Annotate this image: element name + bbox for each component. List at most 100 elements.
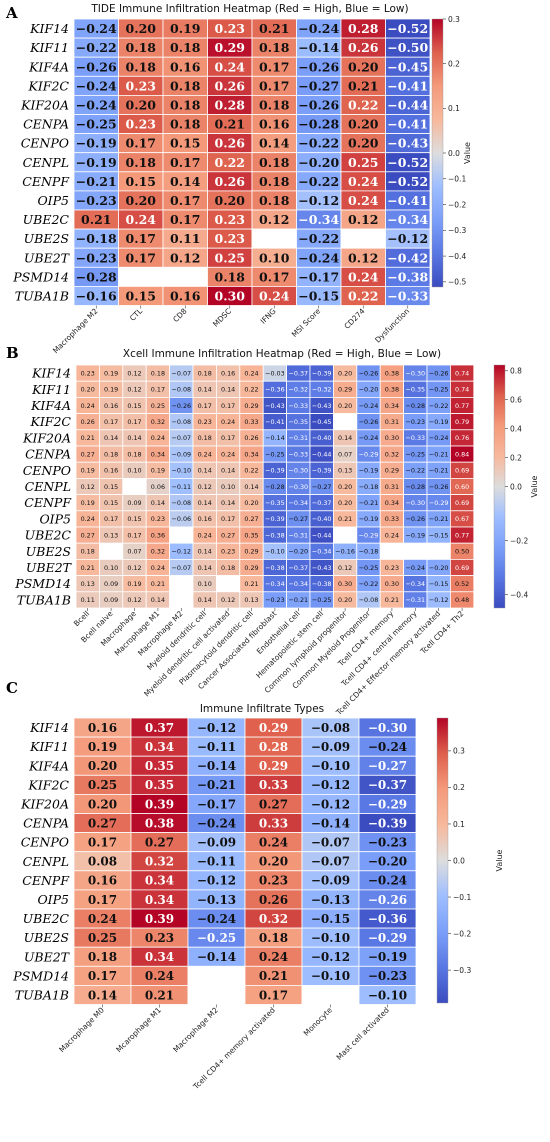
cell-value-label: 0.34 — [385, 402, 399, 410]
cell-value-label: 0.21 — [81, 212, 111, 227]
cell-value-label: 0.26 — [215, 174, 246, 189]
cell-value-label: −0.10 — [265, 548, 285, 556]
cell-value-label: −0.20 — [429, 564, 449, 572]
row-label: KIF11 — [31, 382, 71, 397]
cell-value-label: 0.30 — [385, 434, 399, 442]
cell-value-label: 0.20 — [244, 499, 258, 507]
cell-value-label: 0.20 — [338, 499, 352, 507]
cell-value-label: −0.37 — [289, 369, 309, 377]
row-label: KIF2C — [28, 78, 70, 93]
cell-value-label: 0.30 — [385, 580, 399, 588]
cell-value-label: −0.43 — [265, 402, 285, 410]
cell-value-label: 0.24 — [348, 174, 379, 189]
cell-value-label: 0.48 — [455, 596, 469, 604]
cell-value-label: 0.21 — [215, 117, 245, 132]
cell-value-label: 0.22 — [244, 386, 258, 394]
cell-value-label: 0.27 — [88, 816, 117, 830]
colorbar-tick-label: −0.2 — [510, 536, 528, 545]
row-label: UBE2T — [26, 560, 73, 575]
cell-value-label: 0.12 — [81, 483, 95, 491]
cell-value-label: 0.20 — [126, 193, 157, 208]
heatmap-cell-empty — [403, 542, 428, 560]
cell-value-label: −0.32 — [289, 386, 309, 394]
cell-value-label: 0.13 — [104, 531, 118, 539]
cell-value-label: −0.30 — [406, 499, 426, 507]
cell-value-label: 0.14 — [244, 483, 258, 491]
cell-value-label: 0.12 — [338, 564, 352, 572]
cell-value-label: −0.26 — [172, 402, 192, 410]
cell-value-label: −0.24 — [406, 564, 426, 572]
cell-value-label: 0.22 — [244, 467, 258, 475]
cell-value-label: −0.28 — [298, 117, 339, 132]
cell-value-label: 0.18 — [198, 369, 212, 377]
cell-value-label: −0.24 — [359, 434, 379, 442]
colorbar-tick-label: 0.4 — [510, 424, 522, 433]
cell-value-label: 0.10 — [221, 483, 235, 491]
cell-value-label: −0.23 — [406, 418, 426, 426]
heatmap-cell-empty — [187, 965, 246, 986]
cell-value-label: −0.23 — [76, 250, 117, 265]
cell-value-label: 0.14 — [221, 499, 235, 507]
cell-value-label: 0.24 — [215, 59, 246, 74]
cell-value-label: −0.07 — [172, 369, 192, 377]
cell-value-label: −0.22 — [429, 402, 449, 410]
row-label: CENPO — [23, 463, 71, 478]
colorbar — [431, 18, 444, 288]
cell-value-label: −0.44 — [387, 97, 428, 112]
cell-value-label: 0.12 — [221, 596, 235, 604]
cell-value-label: −0.21 — [197, 778, 236, 792]
cell-value-label: −0.30 — [368, 721, 407, 735]
cell-value-label: −0.41 — [387, 78, 428, 93]
row-label: CENPO — [21, 136, 69, 151]
cell-value-label: 0.33 — [244, 418, 258, 426]
row-label: CENPA — [23, 816, 69, 831]
heatmap-panel-a: A TIDE Immune Infiltration Heatmap (Red =… — [5, 3, 472, 355]
heatmap-cell-empty — [340, 228, 386, 249]
column-label: Tcell CD4+ Th2 — [418, 609, 466, 657]
cell-value-label: 0.18 — [259, 174, 290, 189]
cell-value-label: −0.11 — [172, 483, 192, 491]
cell-value-label: −0.08 — [172, 386, 192, 394]
row-label: CENPF — [24, 495, 72, 510]
cell-value-label: −0.12 — [197, 874, 236, 888]
cell-value-label: −0.41 — [265, 418, 285, 426]
cell-value-label: −0.39 — [368, 816, 407, 830]
cell-value-label: 0.25 — [215, 250, 245, 265]
cell-value-label: 0.38 — [385, 386, 399, 394]
cell-value-label: 0.69 — [455, 467, 469, 475]
cell-value-label: −0.27 — [368, 759, 407, 773]
heatmap-cell-empty — [379, 542, 405, 560]
row-label: CENPA — [23, 117, 69, 132]
cell-value-label: −0.07 — [311, 855, 350, 869]
cell-value-label: 0.24 — [81, 402, 95, 410]
cell-value-label: 0.14 — [127, 434, 141, 442]
cell-value-label: 0.27 — [221, 531, 235, 539]
colorbar-tick-label: 0.6 — [510, 396, 522, 405]
cell-value-label: 0.23 — [215, 21, 245, 36]
row-label: CENPL — [25, 479, 71, 494]
cell-value-label: 0.16 — [221, 369, 235, 377]
cell-value-label: 0.17 — [127, 531, 141, 539]
cell-value-label: 0.24 — [259, 288, 290, 303]
cell-value-label: 0.17 — [221, 402, 235, 410]
column-label: Dysfunction — [373, 306, 411, 344]
cell-value-label: −0.26 — [406, 515, 426, 523]
heatmap-cell-empty — [169, 575, 194, 593]
cell-value-label: −0.22 — [406, 467, 426, 475]
cell-value-label: 0.14 — [198, 386, 212, 394]
cell-value-label: 0.18 — [259, 40, 290, 55]
cell-value-label: 0.77 — [455, 402, 469, 410]
row-label: PSMD14 — [12, 269, 69, 284]
cell-value-label: 0.31 — [385, 483, 399, 491]
cell-value-label: 0.29 — [244, 564, 258, 572]
cell-value-label: 0.17 — [104, 418, 118, 426]
cell-value-label: 0.17 — [104, 515, 118, 523]
cell-value-label: −0.19 — [406, 531, 426, 539]
cell-value-label: −0.25 — [197, 931, 236, 945]
cell-value-label: −0.26 — [298, 59, 339, 74]
cell-value-label: −0.20 — [368, 855, 407, 869]
row-label: KIF4A — [28, 59, 69, 74]
cell-value-label: 0.12 — [348, 212, 378, 227]
cell-value-label: −0.08 — [172, 418, 192, 426]
cell-value-label: 0.20 — [126, 97, 157, 112]
